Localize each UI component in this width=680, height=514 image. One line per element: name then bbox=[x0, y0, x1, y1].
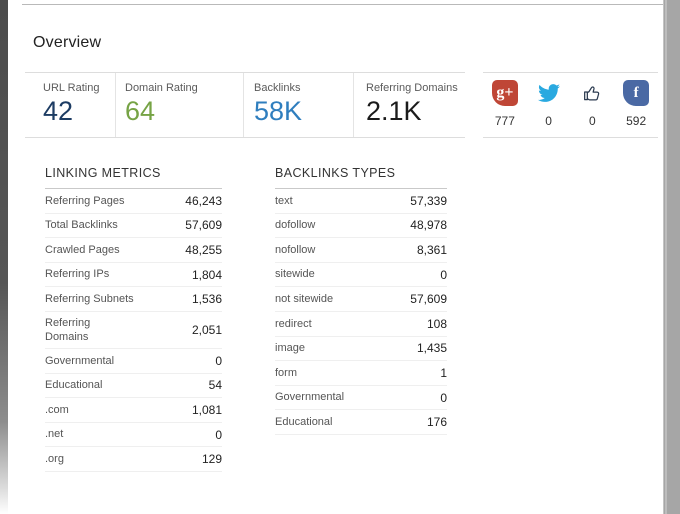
row-label: Referring IPs bbox=[45, 268, 110, 281]
row-value: 48,978 bbox=[410, 218, 447, 233]
row-value: 57,609 bbox=[410, 292, 447, 307]
table-row: Crawled Pages 48,255 bbox=[45, 238, 222, 263]
row-label: image bbox=[275, 342, 305, 355]
row-label: Referring Domains bbox=[45, 316, 91, 343]
table-row: form 1 bbox=[275, 361, 447, 386]
table-row: sitewide 0 bbox=[275, 263, 447, 288]
facebook-icon: f bbox=[623, 80, 650, 106]
row-label: Governmental bbox=[45, 354, 115, 367]
row-value: 46,243 bbox=[185, 193, 222, 208]
row-label: form bbox=[275, 366, 297, 379]
row-value: 1,804 bbox=[191, 267, 222, 282]
row-value: 0 bbox=[215, 353, 222, 368]
row-label: Referring Subnets bbox=[45, 293, 134, 306]
row-value: 129 bbox=[201, 452, 222, 467]
scrollbar[interactable] bbox=[663, 0, 680, 514]
row-label: dofollow bbox=[275, 219, 316, 232]
metric-value: 2.1K bbox=[366, 96, 422, 126]
twitter-count: 0 bbox=[545, 114, 552, 128]
metric-label: Domain Rating bbox=[125, 82, 198, 94]
row-label: Educational bbox=[275, 415, 333, 428]
table-row: Governmental 0 bbox=[275, 386, 447, 411]
metric-label: Referring Domains bbox=[366, 82, 458, 94]
table-row: Governmental 0 bbox=[45, 349, 222, 374]
row-value: 2,051 bbox=[191, 322, 222, 337]
scrollbar-track bbox=[665, 0, 667, 514]
table-row: Referring IPs 1,804 bbox=[45, 263, 222, 288]
row-label: Referring Pages bbox=[45, 194, 125, 207]
row-label: .org bbox=[45, 452, 64, 465]
page-left-edge bbox=[0, 0, 8, 514]
table-row: not sitewide 57,609 bbox=[275, 287, 447, 312]
google-plus-count: 777 bbox=[494, 114, 515, 128]
row-label: .net bbox=[45, 428, 64, 441]
page-title: Overview bbox=[33, 34, 102, 51]
metric-value: 64 bbox=[125, 96, 156, 126]
row-value: 1 bbox=[440, 365, 447, 380]
row-value: 0 bbox=[440, 267, 447, 282]
row-value: 1,435 bbox=[416, 341, 447, 356]
section-divider bbox=[22, 4, 663, 5]
table-row: Educational 176 bbox=[275, 410, 447, 435]
metric-label: Backlinks bbox=[254, 82, 301, 94]
row-label: Governmental bbox=[275, 391, 345, 404]
table-row: dofollow 48,978 bbox=[275, 214, 447, 239]
row-label: Educational bbox=[45, 379, 103, 392]
table-row: .org 129 bbox=[45, 447, 222, 472]
metric-backlinks: Backlinks 58K bbox=[243, 73, 353, 137]
backlinks-types-title: BACKLINKS TYPES bbox=[275, 166, 447, 189]
linking-metrics-title: LINKING METRICS bbox=[45, 166, 222, 189]
table-row: Referring Domains 2,051 bbox=[45, 312, 222, 349]
row-label: .com bbox=[45, 403, 69, 416]
likes-count: 0 bbox=[589, 114, 596, 128]
row-value: 0 bbox=[440, 390, 447, 405]
metrics-panel: URL Rating 42 Domain Rating 64 Backlinks… bbox=[25, 72, 465, 138]
row-label: nofollow bbox=[275, 243, 316, 256]
table-row: image 1,435 bbox=[275, 337, 447, 362]
social-facebook[interactable]: f 592 bbox=[614, 73, 658, 137]
row-value: 0 bbox=[215, 427, 222, 442]
row-value: 8,361 bbox=[416, 242, 447, 257]
facebook-count: 592 bbox=[626, 114, 647, 128]
row-label: not sitewide bbox=[275, 293, 334, 306]
social-likes[interactable]: 0 bbox=[571, 73, 615, 137]
linking-metrics-table: LINKING METRICS Referring Pages 46,243 T… bbox=[45, 166, 222, 472]
row-label: Total Backlinks bbox=[45, 219, 118, 232]
row-value: 57,609 bbox=[185, 218, 222, 233]
table-row: text 57,339 bbox=[275, 189, 447, 214]
row-value: 176 bbox=[426, 415, 447, 430]
table-row: redirect 108 bbox=[275, 312, 447, 337]
twitter-icon bbox=[536, 80, 562, 106]
social-google-plus[interactable]: g+ 777 bbox=[483, 73, 527, 137]
row-value: 1,536 bbox=[191, 292, 222, 307]
thumbs-up-icon bbox=[579, 80, 605, 106]
row-value: 54 bbox=[208, 378, 222, 393]
table-row: Referring Pages 46,243 bbox=[45, 189, 222, 214]
metric-referring-domains: Referring Domains 2.1K bbox=[353, 73, 465, 137]
row-value: 57,339 bbox=[410, 193, 447, 208]
table-row: Referring Subnets 1,536 bbox=[45, 287, 222, 312]
row-value: 48,255 bbox=[185, 242, 222, 257]
metric-domain-rating: Domain Rating 64 bbox=[115, 73, 243, 137]
table-row: nofollow 8,361 bbox=[275, 238, 447, 263]
table-row: Educational 54 bbox=[45, 374, 222, 399]
row-value: 108 bbox=[426, 316, 447, 331]
row-label: text bbox=[275, 194, 293, 207]
row-label: sitewide bbox=[275, 268, 315, 281]
social-panel: g+ 777 0 0 f 592 bbox=[483, 72, 658, 138]
metric-url-rating: URL Rating 42 bbox=[25, 73, 115, 137]
table-row: .com 1,081 bbox=[45, 398, 222, 423]
row-value: 1,081 bbox=[191, 402, 222, 417]
backlinks-types-table: BACKLINKS TYPES text 57,339 dofollow 48,… bbox=[275, 166, 447, 435]
table-row: .net 0 bbox=[45, 423, 222, 448]
metric-value: 42 bbox=[43, 96, 74, 126]
metric-value-link[interactable]: 58K bbox=[254, 96, 303, 126]
metric-label: URL Rating bbox=[43, 82, 100, 94]
table-row: Total Backlinks 57,609 bbox=[45, 214, 222, 239]
row-label: Crawled Pages bbox=[45, 243, 120, 256]
social-twitter[interactable]: 0 bbox=[527, 73, 571, 137]
google-plus-icon: g+ bbox=[491, 80, 518, 106]
row-label: redirect bbox=[275, 317, 312, 330]
